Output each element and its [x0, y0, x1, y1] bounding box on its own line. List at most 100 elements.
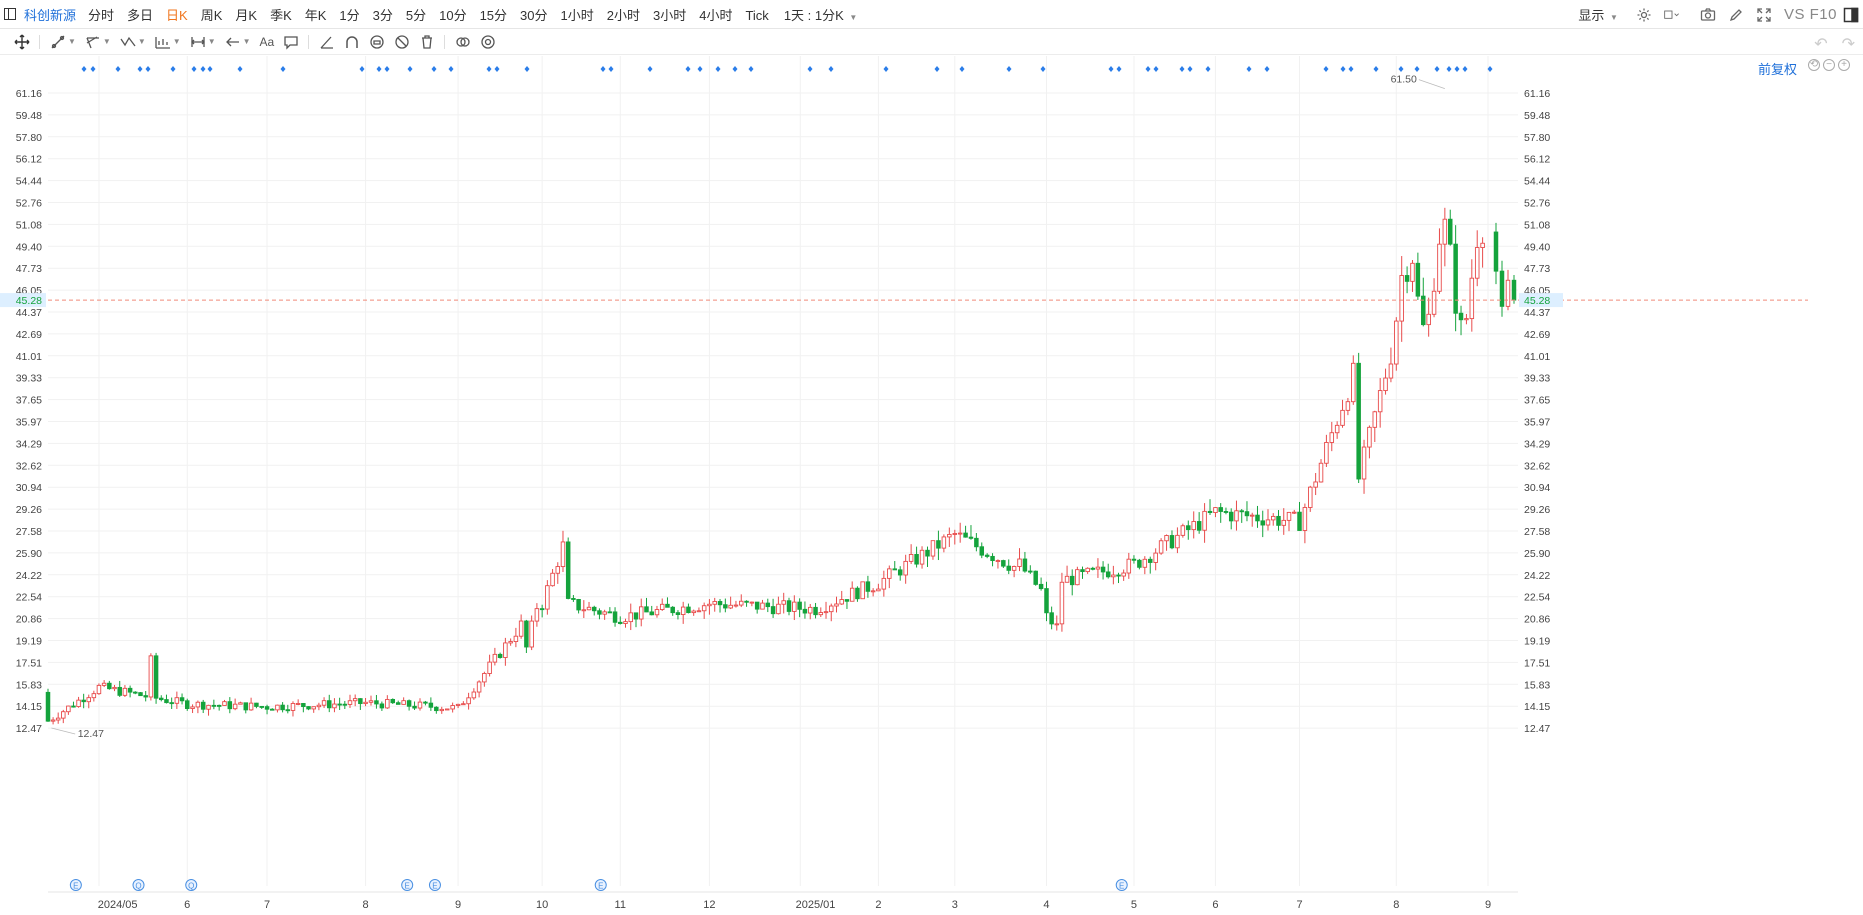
- candle-up: [545, 585, 550, 610]
- symbol-name[interactable]: 科创新源: [24, 7, 77, 23]
- y-tick-left: 22.54: [16, 592, 42, 604]
- y-tick-right: 20.86: [1524, 614, 1550, 626]
- candle-down: [184, 700, 190, 709]
- candle-down: [844, 599, 850, 602]
- candle-up: [818, 612, 824, 616]
- period-tabs: 分时 多日 日K 周K 月K 季K 年K 1分 3分 5分 10分 15分 30分 1小时 2小时 3小时 4小…: [88, 5, 782, 24]
- comment-icon[interactable]: [283, 34, 299, 50]
- kline-chart[interactable]: 61.16 61.16 59.48 59.48 57.80 57.80 56.12 56.12…: [0, 56, 1863, 915]
- period-tab[interactable]: Tick: [745, 7, 769, 23]
- redo-icon[interactable]: ↷: [1841, 36, 1855, 53]
- angle-icon[interactable]: [319, 34, 335, 50]
- period-tab[interactable]: 季K: [270, 7, 292, 23]
- price-adjust-button[interactable]: 前复权: [1758, 62, 1798, 77]
- candle-down: [665, 603, 670, 608]
- hide-icon[interactable]: [394, 34, 410, 50]
- undo-icon[interactable]: ↶: [1814, 36, 1828, 53]
- candle-up: [321, 700, 327, 706]
- period-tab[interactable]: 分时: [88, 7, 115, 23]
- candle-up: [122, 687, 128, 696]
- camera-icon[interactable]: [1700, 7, 1716, 23]
- vs-f10-button[interactable]: VS F10: [1783, 6, 1837, 23]
- delete-icon[interactable]: [419, 34, 435, 50]
- y-tick-right: 17.51: [1524, 657, 1550, 669]
- arrow-icon[interactable]: ▼: [225, 34, 251, 50]
- fullscreen-icon[interactable]: [1756, 7, 1772, 23]
- candle-down: [1022, 558, 1028, 572]
- settings-icon[interactable]: [480, 34, 496, 50]
- max-price-pointer: [1418, 79, 1445, 89]
- period-tab[interactable]: 3小时: [652, 7, 687, 23]
- signal-marker: [934, 66, 940, 72]
- candle-down: [227, 701, 233, 710]
- sidebar-toggle-icon[interactable]: [1843, 7, 1859, 23]
- period-tab[interactable]: 2小时: [606, 7, 640, 23]
- candle-down: [216, 704, 222, 707]
- period-tab[interactable]: 5分: [405, 7, 427, 23]
- compare-icon[interactable]: [455, 34, 471, 50]
- candle-up: [1054, 623, 1060, 626]
- period-tab[interactable]: 15分: [479, 7, 508, 23]
- magnet-icon[interactable]: [344, 34, 360, 50]
- candle-down: [1493, 231, 1499, 272]
- candle-down: [1196, 521, 1202, 531]
- candle-up: [1126, 558, 1132, 574]
- panel-toggle-icon[interactable]: [4, 8, 16, 20]
- line-icon[interactable]: ▼: [50, 34, 76, 50]
- candle-down: [597, 610, 602, 615]
- candle-up: [1191, 521, 1196, 531]
- signal-marker: [828, 66, 834, 72]
- candle-up: [1281, 519, 1286, 526]
- y-tick-right: 15.83: [1524, 679, 1550, 691]
- period-tab[interactable]: 30分: [520, 7, 548, 23]
- channel-icon[interactable]: ▼: [85, 34, 111, 50]
- candle-down: [1038, 583, 1044, 590]
- candle-up: [1302, 507, 1308, 531]
- text-icon[interactable]: Aa: [259, 34, 275, 49]
- lock-icon[interactable]: [369, 34, 385, 50]
- zoom-out-icon[interactable]: −: [1823, 59, 1835, 71]
- period-tab[interactable]: 1小时: [560, 7, 594, 23]
- pencil-icon[interactable]: [1728, 7, 1744, 23]
- candle-up: [439, 708, 445, 712]
- move-icon[interactable]: [14, 34, 30, 50]
- period-tab[interactable]: 1分: [339, 7, 360, 23]
- candle-up: [76, 699, 81, 708]
- candle-down: [963, 532, 968, 538]
- period-tab[interactable]: 4小时: [699, 7, 733, 23]
- y-tick-right: 12.47: [1524, 723, 1550, 735]
- layout-icon[interactable]: [1664, 7, 1688, 23]
- candle-up: [311, 706, 316, 710]
- candle-up: [701, 605, 707, 612]
- candle-down: [1404, 275, 1410, 282]
- period-tab[interactable]: 10分: [439, 7, 467, 23]
- candle-down: [1028, 570, 1033, 573]
- measure-icon[interactable]: ▼: [155, 34, 181, 50]
- signal-marker: [486, 66, 492, 72]
- candle-down: [280, 704, 285, 711]
- signal-marker: [1414, 66, 1420, 72]
- candle-up: [1164, 535, 1169, 542]
- pattern-icon[interactable]: ▼: [120, 34, 146, 50]
- chevron-down-icon: ▼: [849, 12, 858, 22]
- period-tab[interactable]: 年K: [304, 7, 327, 23]
- range-icon[interactable]: ▼: [190, 34, 216, 50]
- zoom-in-icon[interactable]: +: [1838, 59, 1850, 71]
- candle-down: [45, 691, 51, 722]
- period-tab[interactable]: 周K: [200, 7, 223, 23]
- signal-marker: [431, 66, 437, 72]
- period-tab[interactable]: 月K: [235, 7, 258, 23]
- chart-canvas[interactable]: 61.16 61.16 59.48 59.48 57.80 57.80 56.12 56.12…: [0, 56, 1863, 915]
- period-range-selector[interactable]: 1天 : 1分K ▼: [784, 5, 858, 24]
- candle-down: [1207, 510, 1213, 514]
- display-menu-button[interactable]: 显示 ▼: [1578, 5, 1618, 24]
- candle-up: [1334, 424, 1340, 434]
- period-tab[interactable]: 多日: [127, 7, 154, 23]
- x-tick: 2024/05: [98, 899, 138, 911]
- reset-zoom-icon[interactable]: ⟲: [1808, 59, 1820, 71]
- period-tab[interactable]: 日K: [166, 7, 188, 23]
- candle-down: [1006, 565, 1011, 571]
- period-tab[interactable]: 3分: [372, 7, 393, 23]
- candle-down: [813, 606, 818, 616]
- settings-icon[interactable]: [1636, 7, 1652, 23]
